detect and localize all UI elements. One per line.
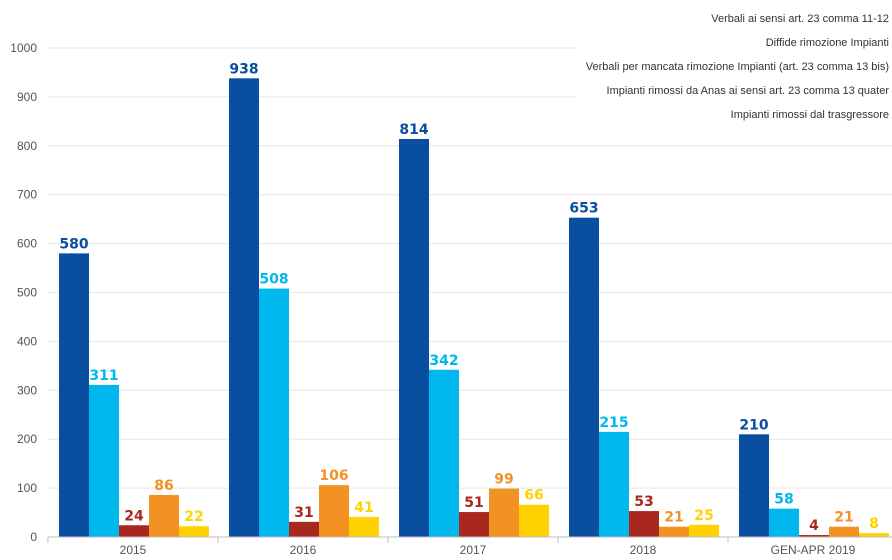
data-label: 215 <box>599 415 628 431</box>
bar <box>149 494 179 537</box>
bar <box>799 535 829 537</box>
legend-entry: Verbali per mancata rimozione Impianti (… <box>586 61 889 73</box>
y-tick-label: 500 <box>17 286 37 300</box>
bar <box>569 217 599 538</box>
data-label: 106 <box>319 468 348 484</box>
bar <box>599 431 629 537</box>
bar <box>739 434 769 537</box>
bar <box>119 525 149 537</box>
data-label: 8 <box>869 516 879 532</box>
bar <box>769 508 799 537</box>
data-label: 4 <box>809 518 819 534</box>
bar <box>659 526 689 537</box>
data-label: 99 <box>494 472 513 488</box>
data-label: 21 <box>834 510 853 526</box>
x-axis: 2015 2016 2017 2018 GEN-APR 2019 <box>47 536 892 557</box>
y-tick-label: 400 <box>17 334 37 348</box>
y-tick-label: 600 <box>17 237 37 251</box>
data-label: 210 <box>739 417 768 433</box>
bar <box>179 526 209 537</box>
y-tick-label: 900 <box>17 90 37 104</box>
y-tick-label: 300 <box>17 383 37 397</box>
y-tick-label: 700 <box>17 188 37 202</box>
data-label: 51 <box>464 495 483 511</box>
y-tick-label: 200 <box>17 432 37 446</box>
y-tick-label: 1000 <box>10 41 37 55</box>
bars <box>59 78 889 538</box>
legend-entry: Impianti rimossi dal trasgressore <box>731 109 889 121</box>
x-tick-label: GEN-APR 2019 <box>771 543 856 557</box>
bar <box>519 504 549 537</box>
bar <box>459 512 489 537</box>
legend-entry: Impianti rimossi da Anas ai sensi art. 2… <box>607 85 890 97</box>
legend-entry: Verbali ai sensi art. 23 comma 11-12 <box>711 13 889 25</box>
y-axis-ticks: 0 100 200 300 400 500 600 700 800 900 1000 <box>10 41 37 544</box>
data-label: 311 <box>89 368 118 384</box>
bar <box>629 511 659 537</box>
x-tick-label: 2018 <box>630 543 657 557</box>
data-label: 24 <box>124 508 144 524</box>
data-label: 508 <box>259 272 288 288</box>
data-label: 86 <box>154 478 173 494</box>
bar <box>859 533 889 537</box>
bar <box>319 485 349 537</box>
bar <box>349 516 379 537</box>
bar <box>289 521 319 537</box>
legend: Verbali ai sensi art. 23 comma 11-12 Diff… <box>575 0 892 128</box>
data-label: 41 <box>354 500 373 516</box>
bar <box>259 288 289 537</box>
data-label: 22 <box>184 509 203 525</box>
data-label: 58 <box>774 492 793 508</box>
data-label: 814 <box>399 122 428 138</box>
data-label: 31 <box>294 505 313 521</box>
x-tick-label: 2017 <box>460 543 487 557</box>
bar <box>829 526 859 537</box>
data-labels: 580 311 24 86 22 938 508 31 106 41 814 342 51 99 66 653… <box>59 61 878 534</box>
bar <box>399 138 429 538</box>
legend-background <box>575 0 892 128</box>
bar <box>229 78 259 538</box>
data-label: 21 <box>664 510 683 526</box>
data-label: 342 <box>429 353 458 369</box>
data-label: 938 <box>229 61 258 77</box>
data-label: 25 <box>694 508 713 524</box>
y-tick-label: 0 <box>30 530 37 544</box>
bar <box>59 253 89 537</box>
bar <box>89 384 119 537</box>
data-label: 580 <box>59 236 88 252</box>
bar <box>429 369 459 537</box>
bar <box>489 488 519 537</box>
x-tick-label: 2016 <box>290 543 317 557</box>
y-tick-label: 100 <box>17 481 37 495</box>
legend-entry: Diffide rimozione Impianti <box>766 37 889 49</box>
data-label: 53 <box>634 494 653 510</box>
bar <box>689 524 719 537</box>
data-label: 66 <box>524 488 543 504</box>
y-tick-label: 800 <box>17 139 37 153</box>
x-tick-label: 2015 <box>120 543 147 557</box>
data-label: 653 <box>569 201 598 217</box>
